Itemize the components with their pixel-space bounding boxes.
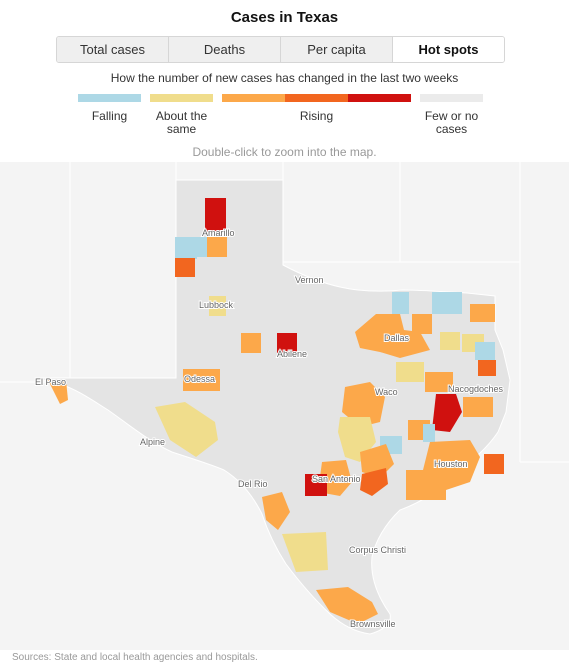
city-label-el-paso: El Paso: [35, 377, 66, 387]
county-cell[interactable]: [205, 198, 226, 232]
source-note: Sources: State and local health agencies…: [12, 652, 258, 663]
texas-map[interactable]: Amarillo Lubbock Vernon Dallas Abilene O…: [0, 162, 569, 650]
city-label-del-rio: Del Rio: [238, 479, 268, 489]
county-cell[interactable]: [342, 382, 385, 427]
tab-per-capita[interactable]: Per capita: [281, 37, 393, 62]
city-label-vernon: Vernon: [295, 275, 324, 285]
county-cell[interactable]: [183, 369, 220, 391]
city-label-brownsville: Brownsville: [350, 619, 396, 629]
county-cell[interactable]: [355, 314, 430, 358]
city-label-alpine: Alpine: [140, 437, 165, 447]
legend-label-same: About the same: [155, 109, 208, 136]
city-labels: Amarillo Lubbock Vernon Dallas Abilene O…: [34, 227, 505, 630]
county-cell[interactable]: [396, 362, 424, 382]
county-cell[interactable]: [423, 424, 435, 442]
legend-swatch-rising-low: [222, 94, 285, 102]
county-cell[interactable]: [175, 258, 195, 277]
county-cell[interactable]: [478, 360, 496, 376]
county-cell[interactable]: [425, 372, 453, 392]
county-cell[interactable]: [209, 296, 226, 316]
zoom-hint: Double-click to zoom into the map.: [192, 145, 377, 159]
legend-swatch-rising-mid: [285, 94, 348, 102]
city-label-corpus-christi: Corpus Christi: [349, 545, 406, 555]
city-label-nacogdoches: Nacogdoches: [448, 384, 504, 394]
county-cell[interactable]: [48, 380, 68, 404]
county-cell[interactable]: [406, 470, 446, 500]
county-cell[interactable]: [440, 332, 460, 350]
legend-swatch-few: [420, 94, 483, 102]
county-cell[interactable]: [463, 397, 493, 417]
city-label-waco: Waco: [375, 387, 398, 397]
city-label-san-antonio: San Antonio: [312, 474, 361, 484]
county-cell[interactable]: [241, 333, 261, 353]
texas-state-shape: [35, 179, 511, 635]
county-cell[interactable]: [470, 304, 495, 322]
county-cell[interactable]: [155, 402, 218, 457]
legend-label-falling: Falling: [91, 109, 128, 123]
county-cell[interactable]: [207, 237, 227, 257]
legend-swatch-same: [150, 94, 213, 102]
view-tabs: Total cases Deaths Per capita Hot spots: [56, 36, 505, 63]
county-cell[interactable]: [282, 532, 328, 572]
county-cell[interactable]: [484, 454, 504, 474]
county-cell[interactable]: [316, 587, 378, 624]
legend-title: How the number of new cases has changed …: [110, 71, 459, 85]
county-cell[interactable]: [392, 292, 409, 314]
county-cell[interactable]: [360, 468, 388, 496]
tab-deaths[interactable]: Deaths: [169, 37, 281, 62]
tab-hot-spots[interactable]: Hot spots: [393, 37, 504, 62]
legend-label-rising: Rising: [299, 109, 334, 123]
county-cell[interactable]: [475, 342, 495, 360]
county-cell[interactable]: [175, 237, 197, 259]
city-label-abilene: Abilene: [277, 349, 307, 359]
county-cell[interactable]: [432, 292, 462, 314]
county-cell[interactable]: [305, 474, 327, 496]
county-cell[interactable]: [412, 314, 432, 334]
county-layer: [48, 198, 504, 624]
map-title: Cases in Texas: [230, 9, 339, 26]
county-cell[interactable]: [432, 394, 462, 432]
tab-total-cases[interactable]: Total cases: [57, 37, 169, 62]
city-label-odessa: Odessa: [184, 374, 215, 384]
city-label-amarillo: Amarillo: [202, 228, 235, 238]
legend-swatch-falling: [78, 94, 141, 102]
city-label-dallas: Dallas: [384, 333, 410, 343]
legend-swatch-rising-high: [348, 94, 411, 102]
county-cell[interactable]: [277, 333, 297, 353]
city-label-houston: Houston: [434, 459, 468, 469]
legend-label-few: Few or no cases: [424, 109, 479, 136]
county-cell[interactable]: [262, 492, 290, 530]
city-label-lubbock: Lubbock: [199, 300, 234, 310]
